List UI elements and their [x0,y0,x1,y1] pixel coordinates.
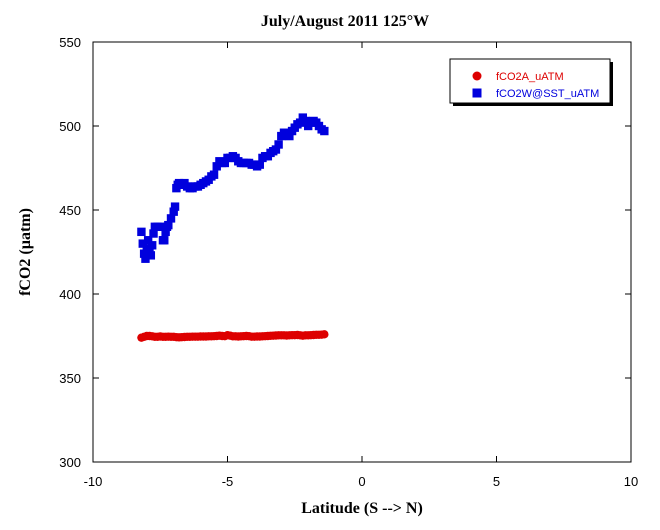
data-point-square [160,236,169,245]
y-axis: 300 350 400 450 500 550 [59,35,631,470]
legend-label: fCO2A_uATM [496,71,564,83]
data-point-square [255,160,264,169]
data-point-square [274,140,283,149]
data-point-square [147,241,157,250]
data-point-square [156,222,165,231]
x-tick-label: -5 [222,474,234,489]
legend-marker-circle [472,71,482,81]
y-axis-label: fCO2 (µatm) [17,208,34,296]
x-tick-label: 10 [624,474,638,489]
series-0 [137,330,329,342]
data-point-square [301,116,310,126]
data-point-circle [320,330,329,339]
data-point-square [141,254,150,263]
data-point-square [146,251,156,260]
chart-title: July/August 2011 125°W [261,13,429,30]
x-tick-label: 5 [493,474,500,489]
data-point-square [295,118,305,127]
data-point-square [137,227,146,237]
data-point-square [169,207,178,216]
data-point-square [138,239,147,248]
data-series-layer [137,113,329,342]
data-point-square [271,145,281,154]
y-tick-label: 300 [59,455,81,470]
data-point-square [320,126,329,136]
data-point-square [170,202,180,211]
x-axis-label: Latitude (S --> N) [301,500,423,517]
y-tick-label: 550 [59,35,81,50]
data-point-square [285,131,294,141]
x-tick-label: 0 [358,474,365,489]
y-tick-label: 450 [59,203,81,218]
data-point-square [166,214,176,223]
data-point-square [164,220,173,230]
series-1 [137,113,329,263]
data-point-square [212,162,221,171]
data-point-square [143,236,153,245]
data-point-square [139,249,149,258]
x-axis: -10 -5 0 5 10 [84,42,638,489]
y-tick-label: 400 [59,287,81,302]
legend-label: fCO2W@SST_uATM [496,88,599,100]
y-tick-label: 350 [59,371,81,386]
data-point-square [145,246,154,255]
data-point-square [149,229,158,238]
data-point-square [209,170,219,179]
data-point-square [161,227,170,237]
y-tick-label: 500 [59,119,81,134]
x-tick-label: -10 [84,474,103,489]
legend-marker-square [472,88,482,98]
data-point-square [220,158,230,168]
plot-frame [92,41,632,463]
legend: fCO2A_uATM fCO2W@SST_uATM [449,58,613,106]
